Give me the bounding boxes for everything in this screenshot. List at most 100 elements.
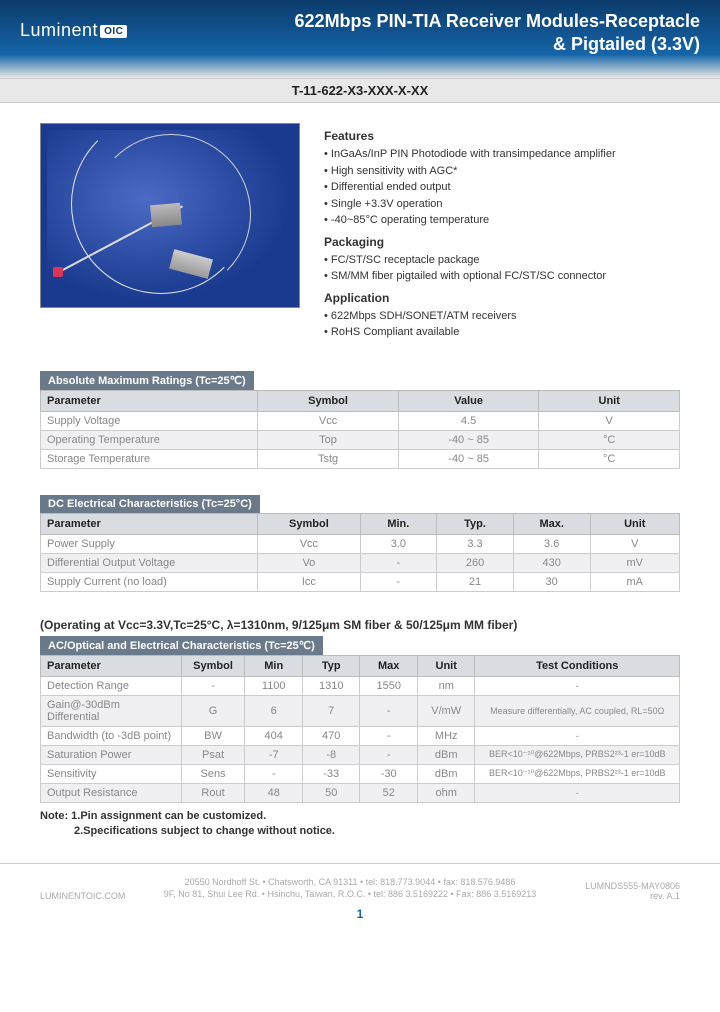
table-cell: 30 [513,572,590,591]
note-line1: Note: 1.Pin assignment can be customized… [40,809,680,824]
table-header: Parameter [41,390,258,411]
table-cell: Output Resistance [41,783,182,802]
photo-tip [53,267,63,277]
footer: LUMINENTOIC.COM 20550 Nordhoff St. • Cha… [0,863,720,906]
table-row: Bandwidth (to -3dB point)BW404470-MHz- [41,726,680,745]
operating-note: (Operating at Vcc=3.3V,Tc=25°C, λ=1310nm… [40,618,680,632]
table-cell: 52 [360,783,418,802]
table-cell: V [539,411,680,430]
table-cell: Sens [181,764,245,783]
notes: Note: 1.Pin assignment can be customized… [40,809,680,840]
table-cell: Saturation Power [41,745,182,764]
page-number: 1 [0,907,720,929]
table-cell: - [360,553,437,572]
table-row: Detection Range-110013101550nm- [41,676,680,695]
table-row: Saturation PowerPsat-7-8-dBmBER<10⁻¹⁰@62… [41,745,680,764]
specs: Features InGaAs/InP PIN Photodiode with … [324,123,680,341]
packaging-list: FC/ST/SC receptacle packageSM/MM fiber p… [324,252,680,285]
table-cell: Power Supply [41,534,258,553]
table-row: SensitivitySens--33-30dBmBER<10⁻¹⁰@622Mb… [41,764,680,783]
footer-mid2: 9F, No 81, Shui Lee Rd. • Hsinchu, Taiwa… [150,888,550,900]
table-cell: mA [590,572,679,591]
list-item: RoHS Compliant available [324,324,680,341]
table-cell: G [181,695,245,726]
packaging-heading: Packaging [324,233,680,251]
table-cell: 430 [513,553,590,572]
partnum: T-11-622-X3-XXX-X-XX [292,83,429,98]
footer-mid: 20550 Nordhoff St. • Chatsworth, CA 9131… [150,876,550,900]
table-cell: Operating Temperature [41,430,258,449]
table-row: Supply Current (no load)Icc-2130mA [41,572,680,591]
table-header: Min. [360,513,437,534]
table-row: Power SupplyVcc3.03.33.6V [41,534,680,553]
table2-section: DC Electrical Characteristics (Tc=25°C) … [40,495,680,592]
note-line2: 2.Specifications subject to change witho… [40,824,680,839]
features-heading: Features [324,127,680,145]
header: LuminentOIC 622Mbps PIN-TIA Receiver Mod… [0,0,720,78]
application-list: 622Mbps SDH/SONET/ATM receiversRoHS Comp… [324,308,680,341]
table-cell: 1550 [360,676,418,695]
table2-title: DC Electrical Characteristics (Tc=25°C) [40,495,260,513]
table-cell: -33 [302,764,360,783]
table-cell: 1310 [302,676,360,695]
table-cell: Psat [181,745,245,764]
table-header: Min [245,655,303,676]
table-cell: 48 [245,783,303,802]
table2: ParameterSymbolMin.Typ.Max.UnitPower Sup… [40,513,680,592]
table-cell: -40 ~ 85 [398,430,539,449]
page: LuminentOIC 622Mbps PIN-TIA Receiver Mod… [0,0,720,929]
table-cell: - [360,572,437,591]
table-cell: V/mW [417,695,475,726]
table-header: Unit [417,655,475,676]
table-cell: - [475,783,680,802]
table-cell: 3.3 [437,534,514,553]
table-header: Test Conditions [475,655,680,676]
table-cell: °C [539,430,680,449]
table-cell: 404 [245,726,303,745]
table-cell: nm [417,676,475,695]
logo-text: Luminent [20,20,98,40]
table-cell: - [360,745,418,764]
table-header: Parameter [41,655,182,676]
table-cell: °C [539,449,680,468]
list-item: InGaAs/InP PIN Photodiode with transimpe… [324,146,680,163]
table-cell: dBm [417,745,475,764]
table-cell: Differential Output Voltage [41,553,258,572]
table-header: Typ [302,655,360,676]
table-cell: Vcc [258,411,399,430]
table-cell: - [245,764,303,783]
table-cell: 21 [437,572,514,591]
table-cell: -7 [245,745,303,764]
table-header: Symbol [258,390,399,411]
logo: LuminentOIC [20,20,127,41]
table-header: Value [398,390,539,411]
table-row: Operating TemperatureTop-40 ~ 85°C [41,430,680,449]
photo-part1 [150,203,182,228]
table-cell: - [181,676,245,695]
table-cell: -30 [360,764,418,783]
table-cell: mV [590,553,679,572]
table-cell: 4.5 [398,411,539,430]
table3-section: (Operating at Vcc=3.3V,Tc=25°C, λ=1310nm… [40,618,680,803]
table1: ParameterSymbolValueUnitSupply VoltageVc… [40,390,680,469]
list-item: SM/MM fiber pigtailed with optional FC/S… [324,268,680,285]
table-cell: - [360,695,418,726]
table-cell: 1100 [245,676,303,695]
table-cell: - [475,676,680,695]
table-header: Parameter [41,513,258,534]
application-heading: Application [324,289,680,307]
table-row: Supply VoltageVcc4.5V [41,411,680,430]
table-cell: V [590,534,679,553]
table-row: Storage TemperatureTstg-40 ~ 85°C [41,449,680,468]
table-cell: Storage Temperature [41,449,258,468]
table-cell: -8 [302,745,360,764]
table-cell: BER<10⁻¹⁰@622Mbps, PRBS2²³-1 er=10dB [475,764,680,783]
table-header: Max. [513,513,590,534]
table-cell: Vcc [258,534,360,553]
table-cell: Bandwidth (to -3dB point) [41,726,182,745]
table-cell: 260 [437,553,514,572]
table-cell: MHz [417,726,475,745]
table-header: Symbol [181,655,245,676]
table-cell: Tstg [258,449,399,468]
top-row: Features InGaAs/InP PIN Photodiode with … [40,123,680,341]
